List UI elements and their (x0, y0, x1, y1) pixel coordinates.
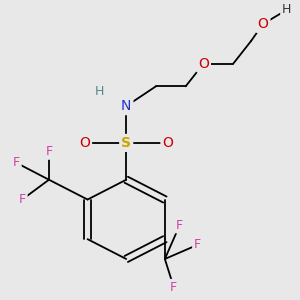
Text: O: O (162, 136, 173, 150)
Text: F: F (19, 193, 26, 206)
Text: F: F (176, 218, 183, 232)
Text: F: F (194, 238, 201, 251)
Text: N: N (121, 99, 131, 113)
Text: H: H (95, 85, 104, 98)
Text: H: H (282, 3, 291, 16)
Text: O: O (198, 57, 209, 71)
Text: F: F (170, 281, 177, 294)
Text: F: F (45, 145, 52, 158)
Text: O: O (79, 136, 90, 150)
Text: S: S (121, 136, 131, 150)
Text: H: H (95, 85, 104, 98)
Text: O: O (257, 17, 268, 31)
Text: F: F (13, 156, 20, 169)
